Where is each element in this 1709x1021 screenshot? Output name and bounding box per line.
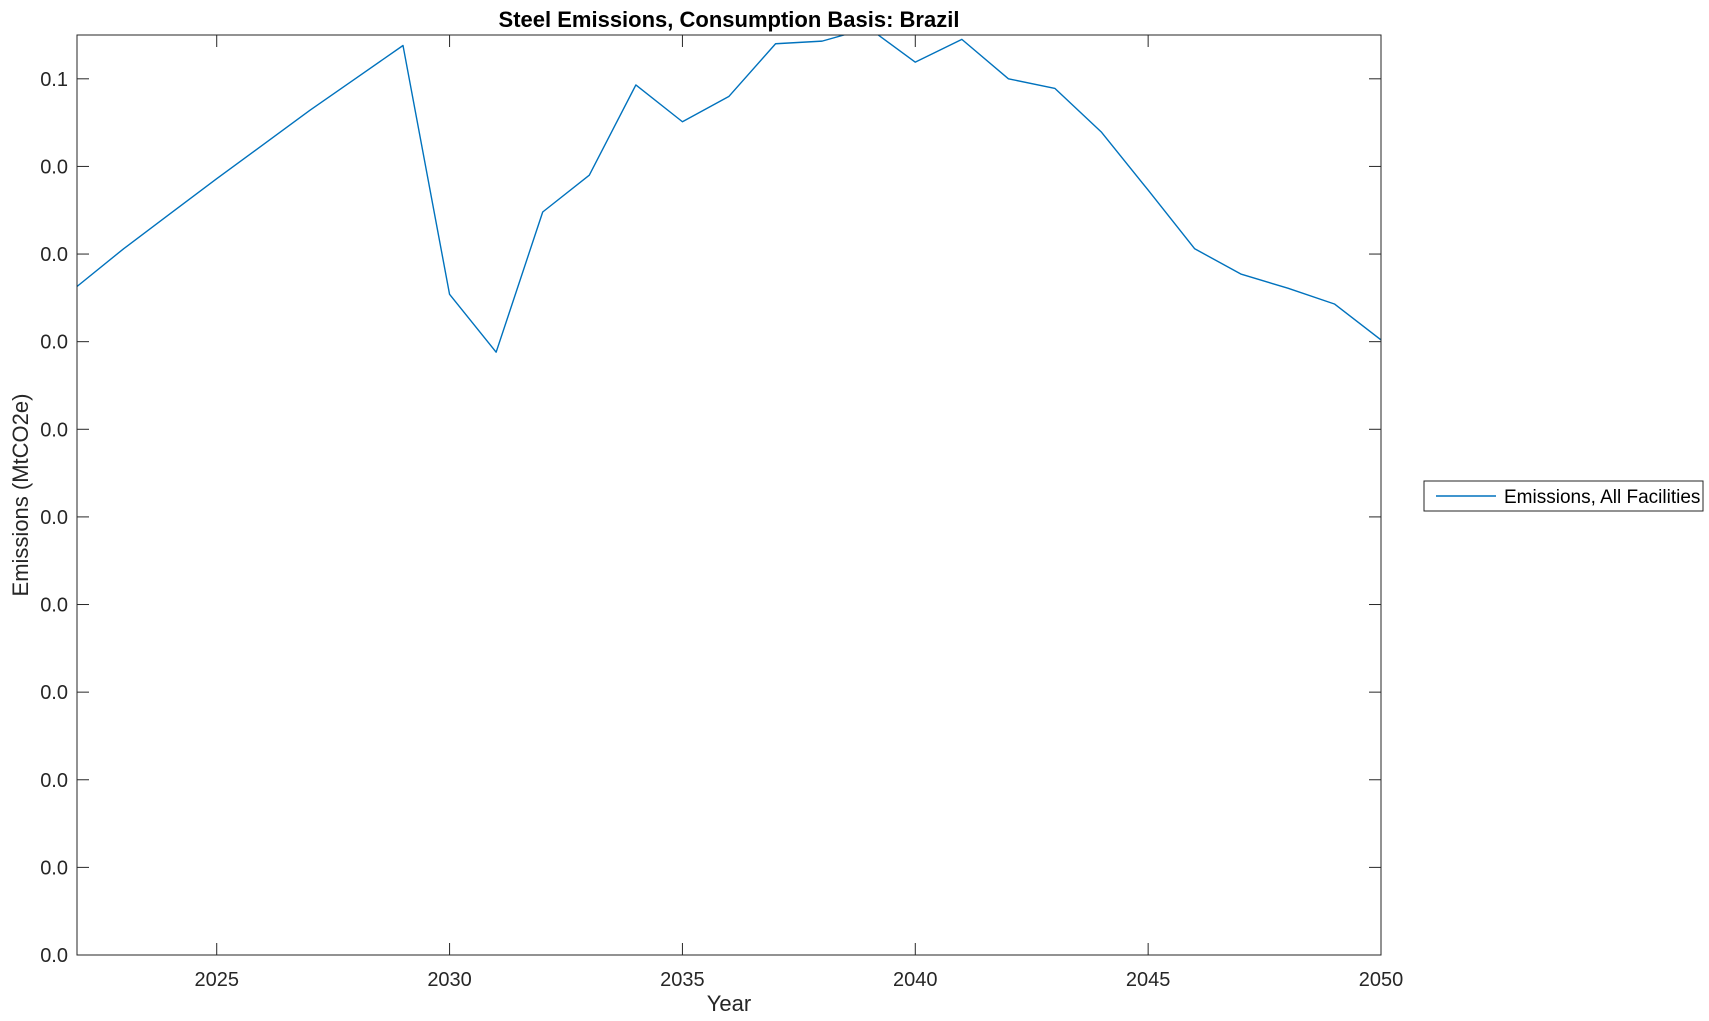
y-tick-label: 0.0 [40, 419, 68, 441]
x-axis-ticks: 2025 2030 2035 2040 2045 2050 [194, 35, 1403, 991]
y-axis-ticks: 0.0 0.0 0.0 0.0 0.0 0.0 0.0 0.0 0.0 0.0 0.1 [40, 69, 1381, 967]
y-tick-label: 0.0 [40, 156, 68, 178]
series-layer [77, 35, 1381, 353]
y-tick-label: 0.0 [40, 595, 68, 617]
y-tick-label: 0.0 [40, 857, 68, 879]
x-axis-label: Year [707, 991, 751, 1016]
series-line [77, 35, 1381, 353]
x-tick-label: 2040 [893, 969, 938, 991]
x-tick-label: 2030 [427, 969, 472, 991]
y-axis-label: Emissions (MtCO2e) [8, 394, 33, 597]
legend: Emissions, All Facilities [1423, 480, 1704, 512]
legend-label: Emissions, All Facilities [1504, 487, 1700, 508]
x-tick-label: 2045 [1126, 969, 1171, 991]
x-tick-label: 2050 [1359, 969, 1404, 991]
y-tick-label: 0.0 [40, 682, 68, 704]
y-tick-label: 0.0 [40, 244, 68, 266]
y-tick-label: 0.1 [40, 69, 68, 91]
chart-title: Steel Emissions, Consumption Basis: Braz… [499, 7, 960, 32]
plot-area [77, 35, 1381, 955]
y-tick-label: 0.0 [40, 945, 68, 967]
y-tick-label: 0.0 [40, 332, 68, 354]
y-tick-label: 0.0 [40, 507, 68, 529]
x-tick-label: 2025 [194, 969, 239, 991]
x-tick-label: 2035 [660, 969, 705, 991]
y-tick-label: 0.0 [40, 770, 68, 792]
plot-frame [76, 34, 1382, 956]
